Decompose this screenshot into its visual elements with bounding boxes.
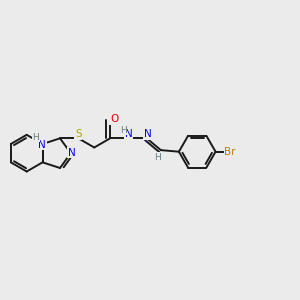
Text: S: S	[75, 129, 82, 139]
Text: H: H	[154, 153, 161, 162]
Text: N: N	[38, 140, 46, 150]
Text: Br: Br	[224, 147, 236, 157]
Text: H: H	[120, 126, 127, 135]
Text: H: H	[32, 133, 39, 142]
Text: O: O	[110, 114, 118, 124]
Text: N: N	[144, 129, 152, 139]
Text: N: N	[124, 129, 132, 139]
Text: N: N	[68, 148, 76, 158]
